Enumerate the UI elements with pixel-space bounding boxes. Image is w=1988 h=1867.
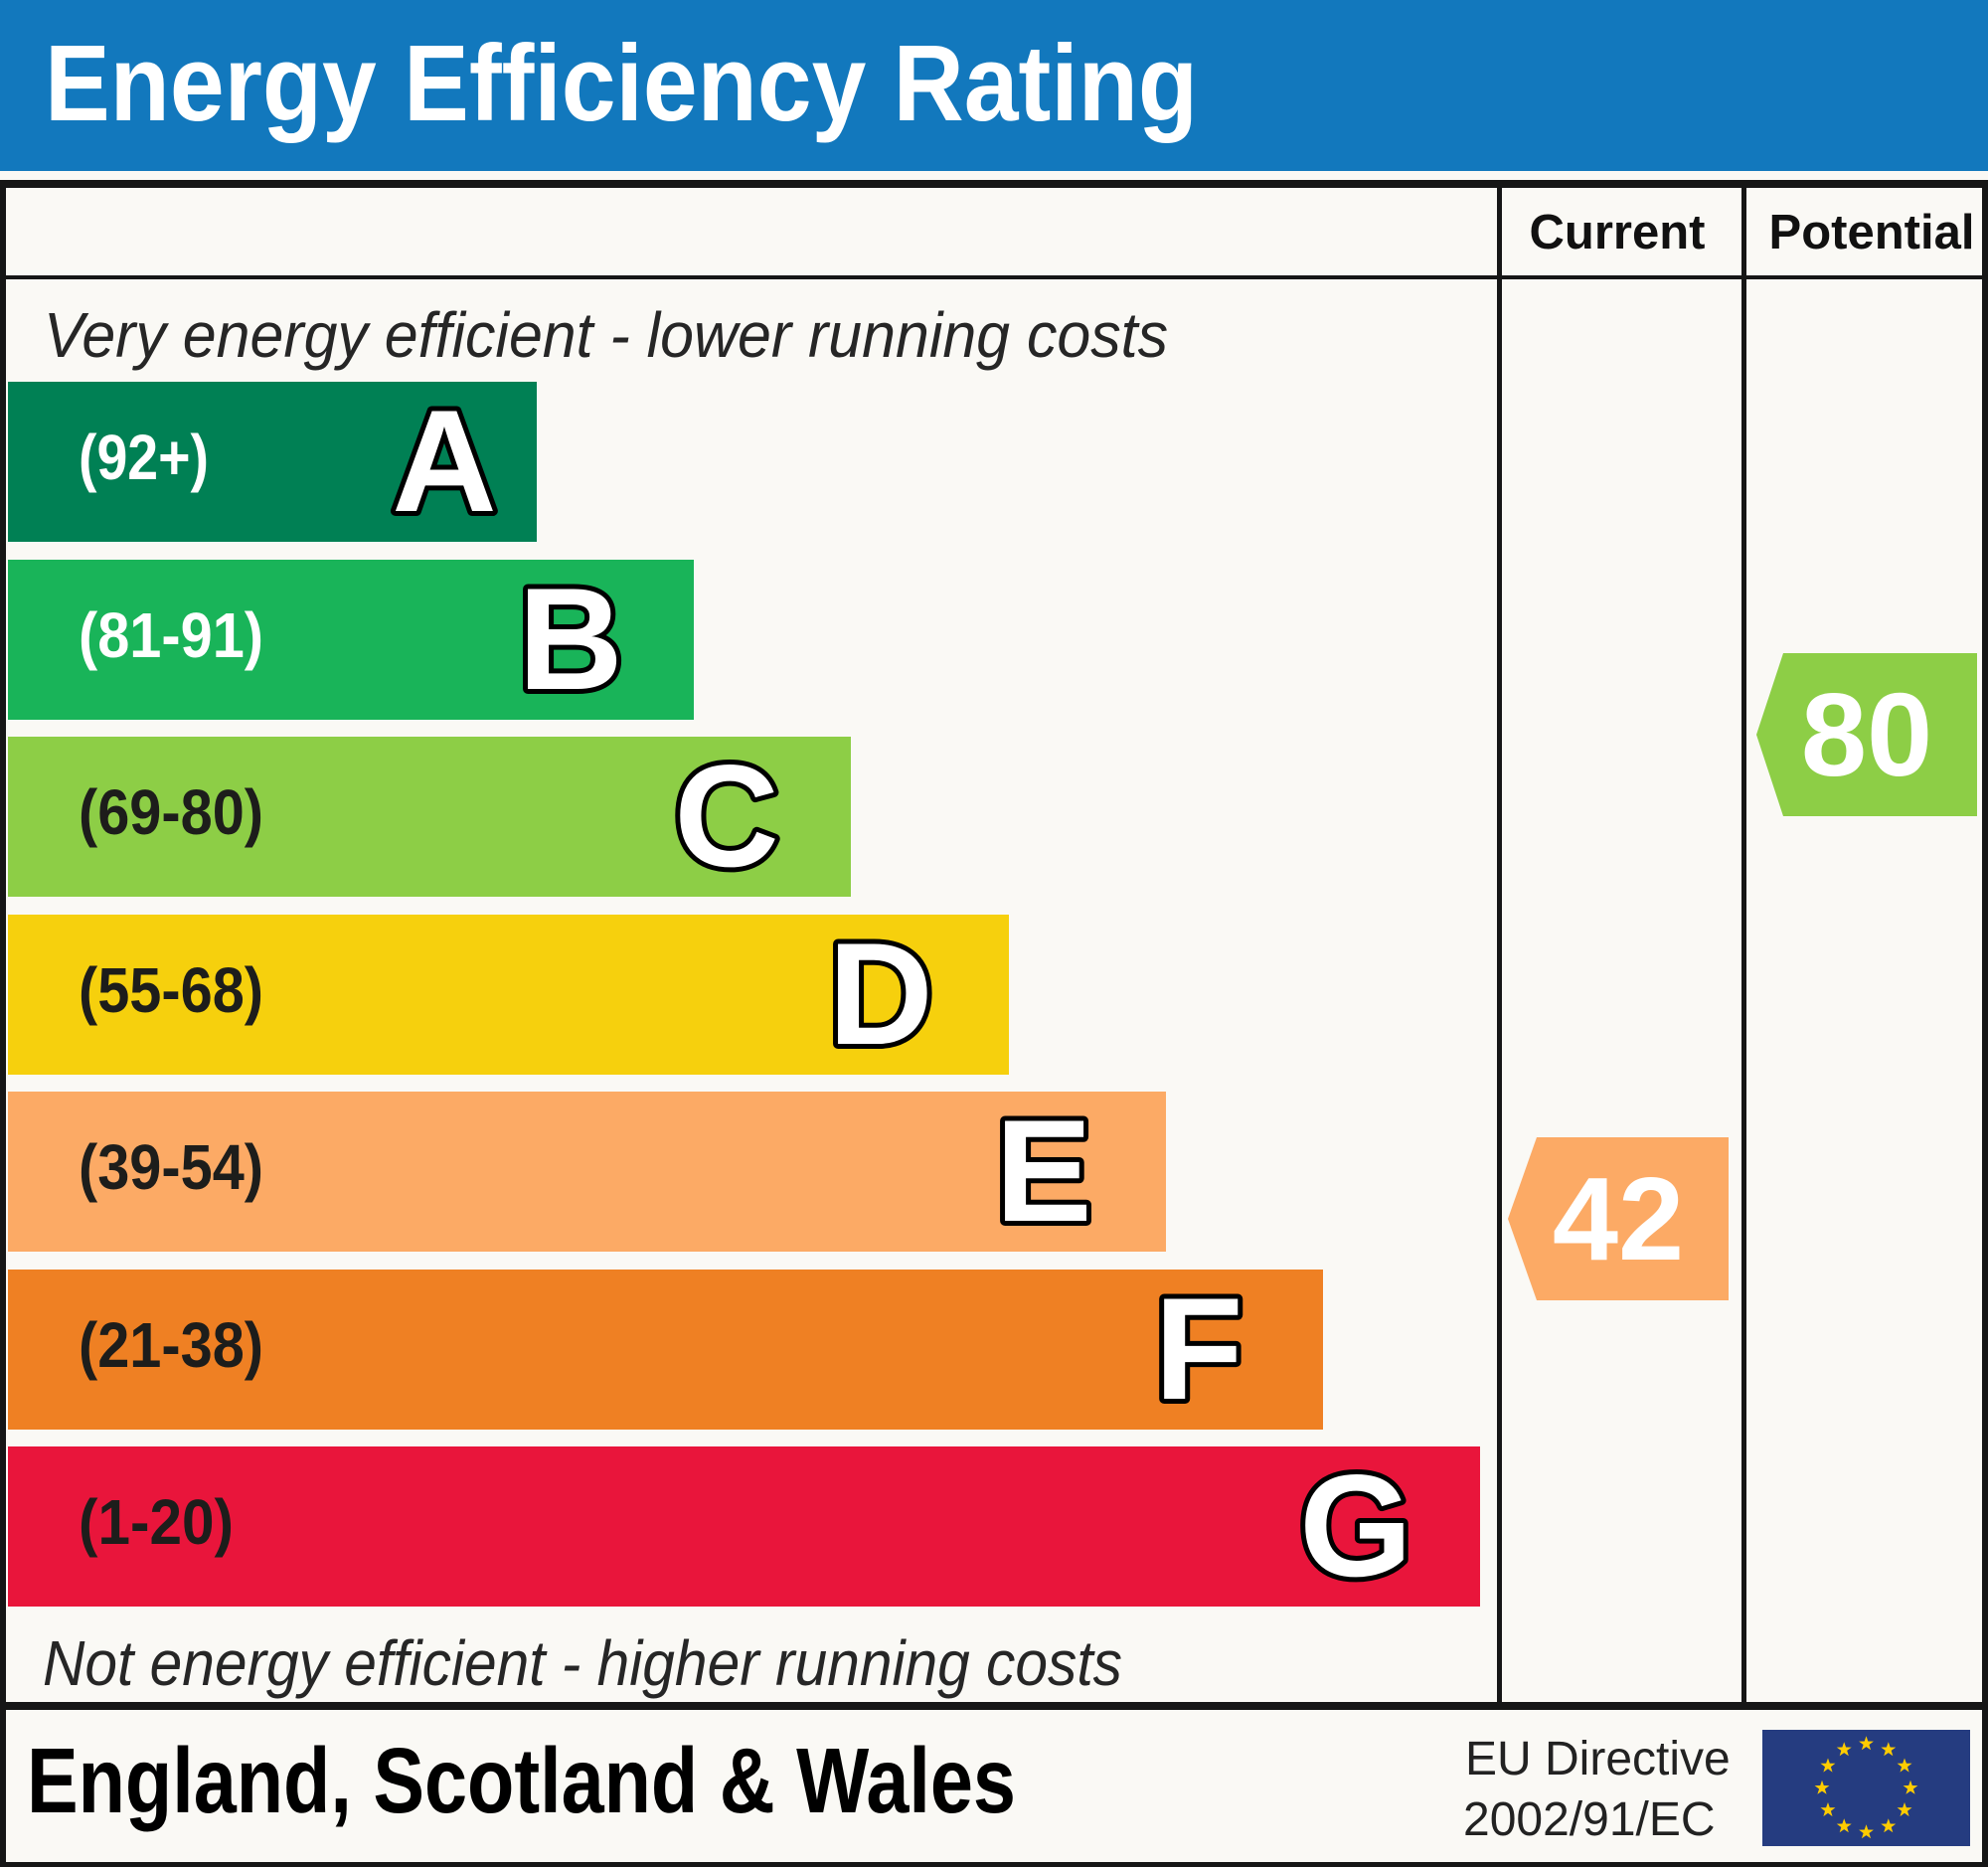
svg-text:G: G (1299, 1444, 1412, 1607)
svg-text:(92+): (92+) (79, 422, 209, 493)
svg-text:80: 80 (1801, 669, 1932, 801)
svg-text:C: C (674, 735, 778, 897)
svg-text:Potential: Potential (1769, 206, 1975, 259)
svg-text:(1-20): (1-20) (79, 1486, 234, 1558)
svg-text:2002/91/EC: 2002/91/EC (1463, 1793, 1716, 1846)
svg-text:A: A (392, 380, 496, 542)
svg-text:EU Directive: EU Directive (1465, 1733, 1731, 1785)
svg-text:B: B (518, 558, 622, 720)
svg-text:(69-80): (69-80) (79, 776, 263, 848)
svg-text:F: F (1154, 1268, 1242, 1430)
svg-text:Very energy efficient - lower: Very energy efficient - lower running co… (44, 299, 1168, 371)
svg-text:England, Scotland & Wales: England, Scotland & Wales (27, 1729, 1016, 1832)
svg-text:(81-91): (81-91) (79, 599, 263, 671)
svg-text:(55-68): (55-68) (79, 954, 263, 1026)
svg-text:42: 42 (1553, 1153, 1684, 1285)
svg-text:Energy Efficiency Rating: Energy Efficiency Rating (45, 23, 1198, 144)
svg-text:E: E (995, 1090, 1091, 1252)
svg-text:D: D (828, 913, 932, 1075)
svg-text:(39-54): (39-54) (79, 1131, 263, 1203)
svg-text:Current: Current (1530, 206, 1706, 259)
svg-text:(21-38): (21-38) (79, 1309, 263, 1381)
svg-text:Not energy efficient - higher: Not energy efficient - higher running co… (43, 1627, 1122, 1699)
